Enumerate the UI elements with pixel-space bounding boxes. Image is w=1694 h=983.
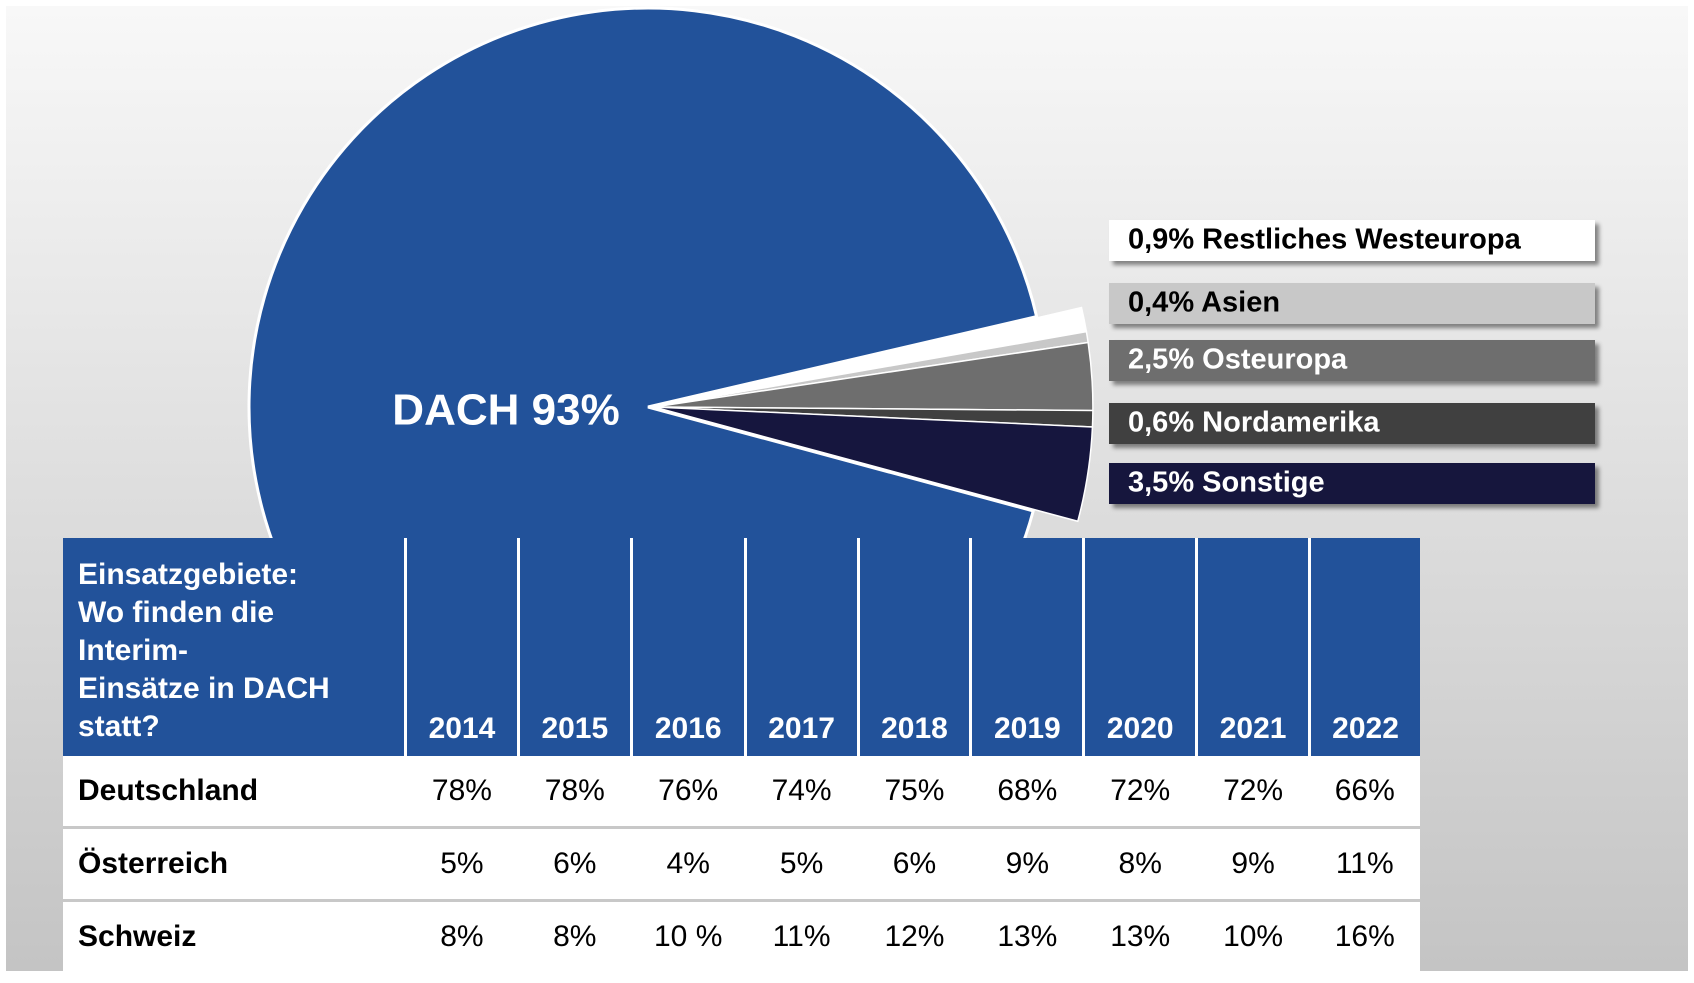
legend-box: [1109, 283, 1595, 324]
header-row: Einsatzgebiete: Wo finden die Interim- Eins…: [63, 538, 1420, 756]
table-cell: 76%: [631, 756, 746, 828]
table-cell: 68%: [970, 756, 1084, 828]
table-cell: 5%: [745, 826, 859, 901]
table-cell: 9%: [970, 826, 1084, 901]
legend-box: [1109, 340, 1595, 381]
row-label: Österreich: [63, 826, 406, 901]
legend-label: 2,5% Osteuropa: [1128, 344, 1348, 376]
table-cell: 9%: [1196, 826, 1310, 901]
legend-box: [1109, 220, 1595, 261]
legend-label: 0,9% Restliches Westeuropa: [1128, 224, 1522, 256]
table-cell: 16%: [1309, 899, 1420, 971]
row-label: Schweiz: [63, 899, 406, 971]
table-cell: 13%: [970, 899, 1084, 971]
table-cell: 13%: [1083, 899, 1197, 971]
table-cell: 6%: [858, 826, 971, 901]
table-cell: 8%: [1083, 826, 1197, 901]
table-cell: 72%: [1196, 756, 1310, 828]
pie-slice: [653, 406, 1094, 523]
legend-item: 0,9% Restliches Westeuropa: [1109, 220, 1595, 261]
legend-label: 0,4% Asien: [1128, 287, 1280, 319]
header-line: Einsätze in DACH: [78, 672, 330, 705]
table-cell: 4%: [631, 826, 746, 901]
year-header: 2014: [404, 538, 519, 756]
table-cell: 5%: [405, 826, 519, 901]
header-cell: Einsatzgebiete: Wo finden die Interim- Eins…: [63, 538, 406, 756]
row-label: Deutschland: [63, 756, 406, 828]
legend-item: 3,5% Sonstige: [1109, 463, 1595, 504]
table-cell: 75%: [858, 756, 971, 828]
slice-label: DACH 93%: [392, 386, 619, 435]
table-row: Österreich 5% 6% 4% 5% 6% 9% 8% 9% 11%: [63, 826, 1420, 901]
year-header: 2018: [856, 538, 971, 756]
header-line: statt?: [78, 710, 160, 743]
legend-box: [1109, 403, 1595, 444]
year-header: 2016: [629, 538, 746, 756]
table-cell: 72%: [1083, 756, 1197, 828]
year-header: 2021: [1195, 538, 1310, 756]
year-header: 2015: [516, 538, 632, 756]
table-cell: 6%: [518, 826, 632, 901]
header-line: Einsatzgebiete:: [78, 558, 299, 591]
table-cell: 74%: [745, 756, 859, 828]
header-line: Wo finden die: [78, 596, 275, 629]
legend-item: 2,5% Osteuropa: [1109, 340, 1595, 381]
table-cell: 78%: [518, 756, 632, 828]
table-cell: 11%: [1309, 826, 1420, 901]
table-row: Deutschland 78% 78% 76% 74% 75% 68% 72% 72% 66%: [63, 756, 1420, 828]
header-line: Interim-: [78, 634, 189, 667]
legend-box: [1109, 463, 1595, 504]
table-cell: 8%: [518, 899, 632, 971]
year-header: 2022: [1308, 538, 1420, 756]
year-header: 2020: [1082, 538, 1197, 756]
legend-label: 3,5% Sonstige: [1128, 467, 1325, 499]
legend-item: 0,6% Nordamerika: [1109, 403, 1595, 444]
year-header: 2019: [969, 538, 1084, 756]
table-cell: 11%: [745, 899, 859, 971]
table-cell: 8%: [405, 899, 519, 971]
page: DACH 93% 0,9% Restliches Westeuropa 0,4% A…: [6, 6, 1688, 971]
table-cell: 78%: [405, 756, 519, 828]
legend-item: 0,4% Asien: [1109, 283, 1595, 324]
table-row: Schweiz 8% 8% 10 % 11% 12% 13% 13% 10% 16%: [63, 899, 1420, 971]
table-cell: 10%: [1196, 899, 1310, 971]
legend-label: 0,6% Nordamerika: [1128, 407, 1380, 439]
table-cell: 10 %: [631, 899, 746, 971]
data-table: Einsatzgebiete: Wo finden die Interim- Eins…: [63, 538, 1420, 971]
year-header: 2017: [743, 538, 859, 756]
table-cell: 66%: [1309, 756, 1420, 828]
table-cell: 12%: [858, 899, 971, 971]
